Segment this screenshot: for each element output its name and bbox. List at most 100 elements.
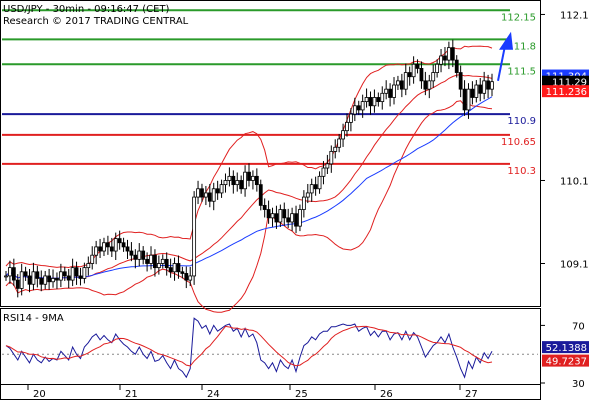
candle-body (270, 213, 275, 219)
candle-body (106, 242, 110, 248)
candle-body (31, 271, 36, 285)
candle-body (368, 97, 373, 107)
candle-body (407, 72, 412, 78)
candle-body (309, 184, 314, 194)
candle-body (450, 47, 455, 61)
price-box (542, 75, 589, 88)
candle-body (4, 275, 8, 278)
candle-body (243, 171, 247, 190)
forecast-arrow-shaft (497, 45, 506, 82)
candle-body (184, 273, 189, 281)
rsi-ma-line (5, 325, 493, 367)
candle-body (247, 171, 251, 181)
candle-body (223, 180, 228, 186)
candle-body (239, 180, 244, 190)
candle-body (356, 105, 361, 111)
level-label-110.3: 110.3 (507, 166, 536, 177)
forecast-arrow-head (499, 31, 513, 50)
candle-body (27, 275, 32, 285)
candle-body (490, 81, 494, 90)
candle-body (466, 88, 471, 111)
candle-body (462, 88, 467, 111)
rsi-tick-label: 70 (572, 321, 585, 332)
candle-body (133, 254, 138, 260)
candle-body (117, 238, 122, 244)
candle-body (98, 246, 102, 252)
candle-body (51, 278, 55, 283)
candle-body (458, 72, 463, 90)
candle-body (90, 254, 95, 264)
candle-body (352, 105, 357, 115)
level-label-111.5: 111.5 (507, 66, 536, 77)
candle-body (313, 184, 318, 190)
candle-body (11, 267, 16, 281)
candle-body (301, 196, 306, 210)
candle-body (435, 63, 440, 73)
candle-body (141, 250, 146, 260)
candle-body (153, 254, 157, 269)
rsi-layer (2, 317, 538, 379)
candle-body (278, 209, 283, 223)
price-box (542, 85, 589, 98)
chart-subtitle: Research © 2017 TRADING CENTRAL (3, 16, 189, 27)
price-box-label: 111.236 (546, 87, 587, 98)
candle-body (82, 267, 87, 279)
candle-body (325, 163, 330, 169)
day-label-21: 21 (125, 389, 138, 400)
moving-average-line (5, 96, 493, 279)
candle-body (396, 80, 400, 86)
candle-body (164, 258, 169, 269)
candle-body (160, 258, 165, 264)
candle-body (66, 275, 71, 281)
day-label-26: 26 (380, 389, 393, 400)
candle-body (8, 267, 12, 277)
candle-body (47, 275, 52, 283)
candle-body (35, 271, 40, 279)
candle-body (23, 271, 28, 277)
level-label-112.15: 112.15 (501, 12, 536, 23)
level-label-110.65: 110.65 (501, 137, 536, 148)
candle-body (19, 271, 24, 289)
candle-body (262, 204, 267, 210)
candle-body (384, 88, 389, 94)
level-label-111.8: 111.8 (507, 41, 536, 52)
candle-body (282, 209, 287, 219)
candle-body (62, 271, 67, 277)
candle-body (176, 263, 181, 273)
candle-body (180, 271, 185, 274)
candle-body (380, 92, 385, 103)
candle-body (305, 192, 310, 198)
candle-body (188, 275, 193, 281)
candle-body (121, 242, 126, 248)
candle-body (113, 238, 118, 252)
candle-body (192, 196, 197, 277)
axis-layer: 112.1110.1109.1111.304111.29111.23670305… (27, 10, 589, 400)
candle-body (70, 267, 75, 281)
candle-body (321, 167, 326, 177)
candle-body (200, 188, 204, 198)
chart-title: USD/JPY - 30min - 09:16:47 (CET) (3, 4, 170, 15)
candle-body (15, 279, 20, 289)
candle-body (78, 275, 83, 279)
candle-body (337, 138, 342, 148)
candle-body (74, 267, 79, 277)
rsi-value-box (542, 354, 589, 367)
candle-body (286, 217, 291, 223)
price-layer: 112.15 111.8 111.5 110.9 110.65 110.3 (2, 9, 536, 313)
candle-body (431, 72, 436, 82)
candle-body (274, 213, 279, 223)
candle-body (227, 175, 232, 181)
candle-body (329, 151, 334, 165)
day-label-24: 24 (207, 389, 220, 400)
rsi-value-label: 49.7237 (546, 357, 587, 368)
rsi-value-label: 52.1388 (546, 343, 587, 354)
candle-body (203, 192, 208, 198)
candle-body (55, 278, 59, 281)
candle-body (443, 55, 447, 61)
candle-body (364, 97, 369, 103)
candle-body (231, 175, 236, 186)
candle-body (211, 188, 216, 202)
rsi-tick-label: 30 (572, 379, 585, 390)
price-tick-label: 109.1 (560, 259, 589, 270)
candle-body (168, 267, 173, 273)
